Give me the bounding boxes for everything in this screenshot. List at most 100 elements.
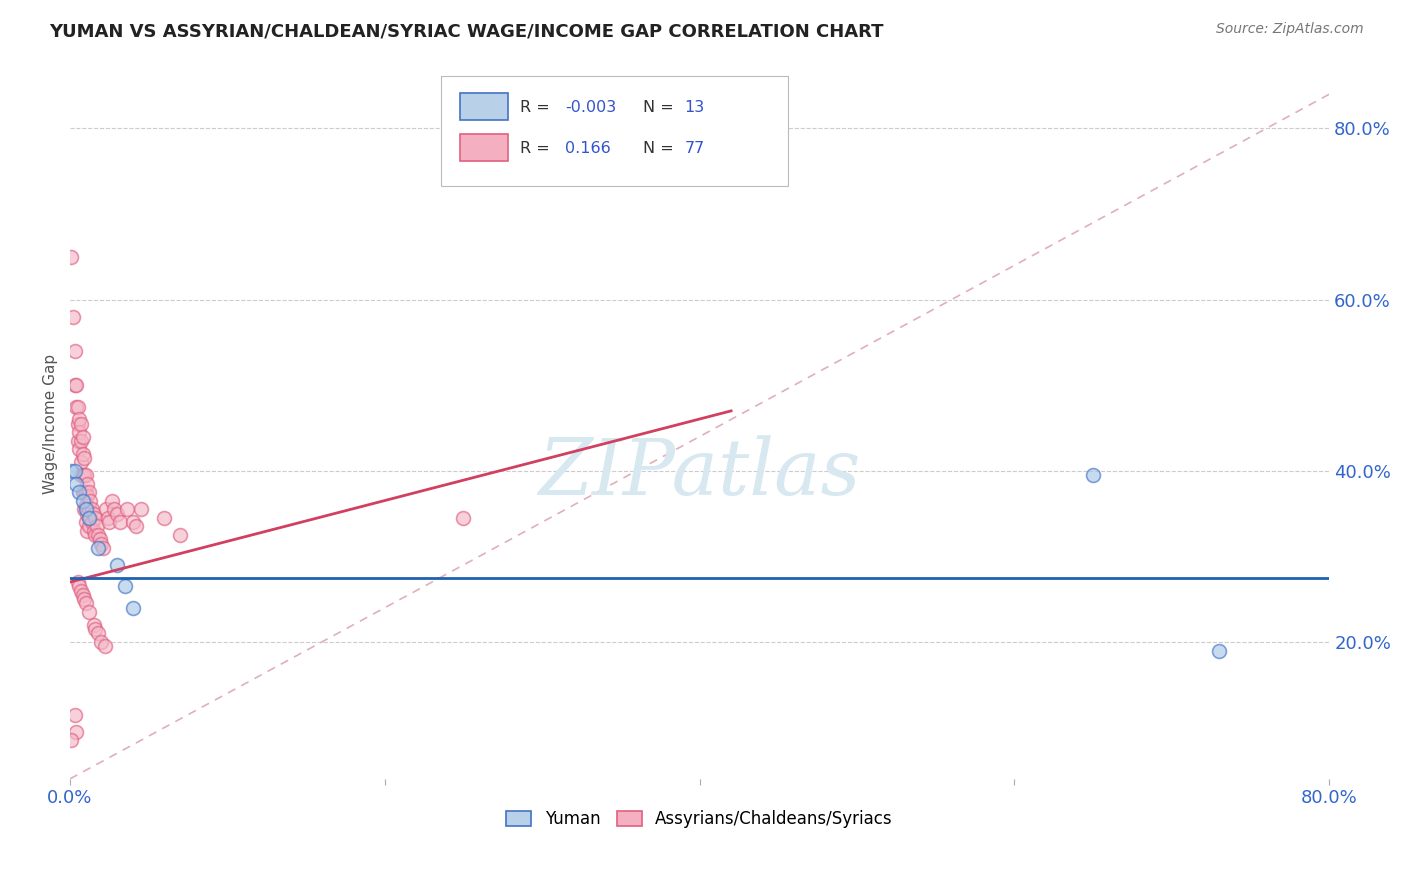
Point [122,515,145,529]
Point [63,343,86,358]
Point [76,490,98,504]
Point [66,400,89,414]
Point [83,507,105,521]
Point [122,600,145,615]
Point [70,468,93,483]
Point [115,502,138,516]
Text: 77: 77 [685,141,704,155]
Point [60,250,83,264]
Text: Source: ZipAtlas.com: Source: ZipAtlas.com [1216,22,1364,37]
Point [65,400,87,414]
Point [60,464,83,478]
Point [87,541,110,555]
Point [83,618,105,632]
Point [84,622,107,636]
Text: 0.166: 0.166 [565,141,610,155]
Point [67,442,90,457]
Point [70,455,93,469]
Point [87,528,110,542]
Point [76,507,98,521]
Point [77,511,100,525]
Point [67,412,90,426]
Point [125,519,148,533]
Point [75,468,97,483]
Point [103,502,125,516]
Point [98,515,121,529]
Point [63,707,86,722]
Point [72,447,94,461]
Point [73,450,96,465]
Point [63,378,86,392]
Point [70,434,93,448]
Point [63,464,86,478]
FancyBboxPatch shape [441,76,787,186]
Legend: Yuman, Assyrians/Chaldeans/Syriacs: Yuman, Assyrians/Chaldeans/Syriacs [499,803,900,835]
Point [86,519,108,533]
Point [114,579,136,593]
Point [105,507,128,521]
Point [67,425,90,440]
Point [94,502,117,516]
Point [1208,643,1230,657]
Point [87,626,110,640]
Point [80,515,103,529]
Point [67,579,90,593]
Y-axis label: Wage/Income Gap: Wage/Income Gap [44,353,58,494]
Point [90,635,112,649]
Point [83,524,105,538]
Point [169,528,191,542]
Point [65,378,87,392]
Point [72,485,94,500]
Point [66,434,89,448]
Text: 13: 13 [685,100,704,115]
Text: YUMAN VS ASSYRIAN/CHALDEAN/SYRIAC WAGE/INCOME GAP CORRELATION CHART: YUMAN VS ASSYRIAN/CHALDEAN/SYRIAC WAGE/I… [49,22,884,40]
Point [79,493,101,508]
Point [97,511,120,525]
Point [80,502,103,516]
Point [84,528,107,542]
Point [110,515,132,529]
Text: R =: R = [519,100,554,115]
Point [84,511,107,525]
Point [73,592,96,607]
Point [72,588,94,602]
Text: -0.003: -0.003 [565,100,616,115]
Point [75,502,97,516]
Text: N =: N = [643,100,679,115]
Point [453,511,475,525]
Point [72,429,94,443]
Point [77,519,100,533]
Point [67,485,90,500]
Point [73,485,96,500]
Point [153,511,176,525]
Point [1081,468,1104,483]
Point [66,575,89,590]
Text: ZIPatlas: ZIPatlas [538,435,860,512]
FancyBboxPatch shape [460,134,508,161]
Point [75,597,97,611]
Point [65,476,87,491]
Point [70,583,93,598]
Point [72,468,94,483]
Point [75,515,97,529]
Point [90,536,112,550]
Point [101,493,124,508]
Point [73,502,96,516]
Point [91,541,114,555]
Point [66,417,89,431]
Point [77,485,100,500]
Point [79,511,101,525]
Point [70,417,93,431]
Point [76,476,98,491]
Point [105,558,128,572]
Point [75,485,97,500]
Point [89,533,111,547]
Text: R =: R = [519,141,554,155]
FancyBboxPatch shape [460,94,508,120]
Point [73,468,96,483]
Point [62,310,84,324]
Point [77,502,100,516]
Point [72,493,94,508]
Point [93,639,115,653]
Point [129,502,152,516]
